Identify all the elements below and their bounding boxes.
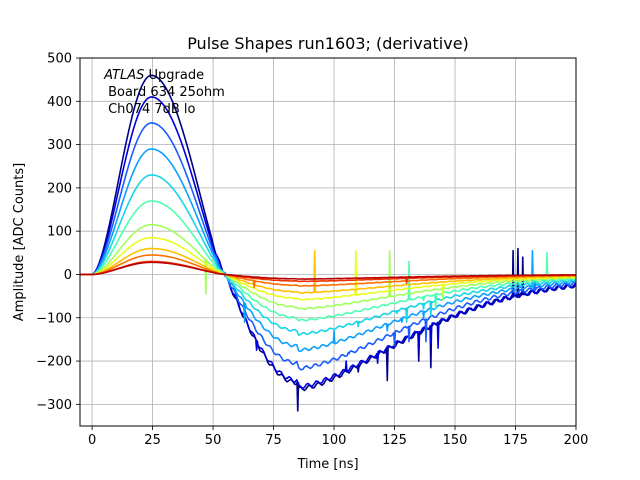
series-line-3 <box>80 122 576 371</box>
series-line-7 <box>80 223 576 311</box>
y-tick-label: 300 <box>47 138 72 153</box>
x-tick-label: 50 <box>205 433 222 448</box>
series-line-8 <box>80 236 576 301</box>
x-tick-label: 100 <box>322 433 347 448</box>
series-line-9 <box>80 247 576 294</box>
x-tick-label: 150 <box>443 433 468 448</box>
plot-frame <box>79 57 577 427</box>
series-line-1 <box>80 74 576 412</box>
x-tick-label: 125 <box>382 433 407 448</box>
series-line-10 <box>80 254 576 289</box>
y-tick-label: 200 <box>47 181 72 196</box>
series-line-2 <box>80 96 576 390</box>
x-tick-label: 200 <box>564 433 589 448</box>
y-tick-label: 0 <box>64 268 72 283</box>
x-axis-label: Time [ns] <box>296 457 358 472</box>
chart-title: Pulse Shapes run1603; (derivative) <box>187 34 469 53</box>
annotation-line-1: ATLAS Upgrade <box>103 68 204 83</box>
y-axis-label: Amplitude [ADC Counts] <box>12 163 27 321</box>
y-tick-label: −100 <box>36 311 72 326</box>
series-line-4 <box>80 148 576 353</box>
series-line-6 <box>80 200 576 322</box>
x-tick-label: 0 <box>88 433 96 448</box>
annotation-line-3: Ch074 7dB lo <box>108 102 195 117</box>
annotation-atlas: ATLAS <box>103 68 144 83</box>
annotation-upgrade: Upgrade <box>144 68 204 83</box>
annotation: ATLAS Upgrade Board 634 25ohm Ch074 7dB … <box>103 68 225 117</box>
x-tick-label: 75 <box>265 433 282 448</box>
y-tick-label: −300 <box>36 398 72 413</box>
x-tick-label: 175 <box>503 433 528 448</box>
y-tick-label: 400 <box>47 95 72 110</box>
series-line-12 <box>80 261 576 280</box>
x-tick-label: 25 <box>144 433 161 448</box>
axis-ticks: 0 25 50 75 100 125 150 175 200 −300 −200 −100 0 100 20… <box>36 52 588 449</box>
y-tick-label: 500 <box>47 52 72 67</box>
series-line-5 <box>80 174 576 337</box>
annotation-line-2: Board 634 25ohm <box>108 85 225 100</box>
series-group <box>80 74 576 412</box>
y-tick-label: 100 <box>47 225 72 240</box>
y-tick-label: −200 <box>36 355 72 370</box>
